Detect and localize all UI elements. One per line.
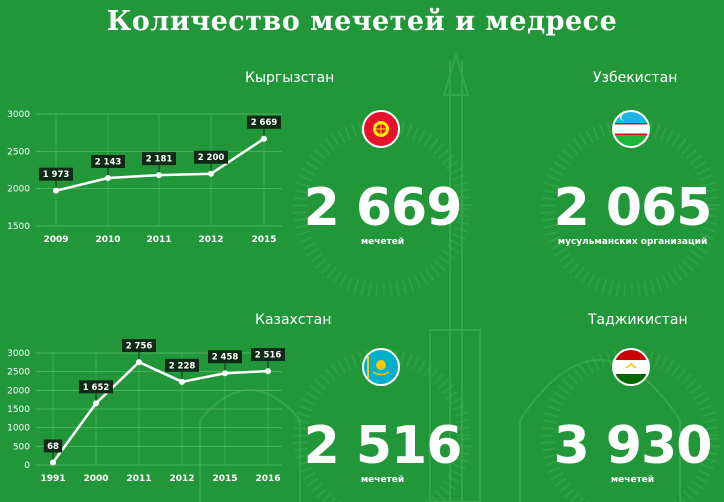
data-point: [136, 359, 142, 366]
x-tick-label: 2011: [126, 474, 151, 484]
uzbekistan-title: Узбекистан: [593, 70, 678, 86]
data-label: 2 228: [169, 361, 196, 371]
data-label-box: [91, 154, 125, 168]
y-tick-label: 0: [24, 461, 30, 471]
kazakhstan-flag-icon: [362, 348, 400, 386]
y-tick-label: 2000: [7, 185, 30, 195]
x-tick-label: 2011: [146, 235, 171, 245]
data-label-box: [122, 339, 156, 353]
x-tick-label: 2010: [95, 235, 120, 245]
data-label-box: [165, 358, 199, 372]
y-tick-label: 2000: [7, 386, 30, 396]
kazakhstan-total-value: 2 516: [303, 416, 463, 476]
data-label: 2 458: [212, 353, 239, 363]
data-label-box: [247, 115, 281, 129]
data-point: [261, 135, 267, 142]
data-point: [105, 174, 111, 181]
data-label-box: [142, 152, 176, 166]
y-tick-label: 1500: [7, 222, 30, 232]
y-tick-label: 3000: [7, 349, 30, 359]
kazakhstan-chart-title: Казахстан: [255, 312, 332, 328]
data-label-box: [39, 167, 73, 181]
page-title: Количество мечетей и медресе: [106, 6, 618, 37]
x-tick-label: 2015: [212, 474, 237, 484]
data-point: [93, 400, 99, 407]
x-tick-label: 2015: [251, 235, 276, 245]
tajikistan-total-value: 3 930: [553, 416, 713, 476]
data-label-box: [79, 380, 113, 394]
kyrgyzstan-total-value: 2 669: [303, 178, 463, 238]
data-label: 2 756: [126, 342, 153, 352]
x-tick-label: 1991: [40, 474, 65, 484]
data-label: 1 652: [83, 383, 110, 393]
kyrgyzstan-chart-title: Кыргызстан: [245, 70, 335, 86]
data-label: 2 200: [198, 153, 225, 163]
data-label: 2 516: [255, 351, 282, 361]
y-tick-label: 500: [13, 442, 30, 452]
data-label-box: [208, 350, 242, 364]
y-tick-label: 2500: [7, 368, 30, 378]
x-tick-label: 2009: [43, 235, 68, 245]
kazakhstan-line-chart: 0 500 1000 1500 2000 2500 3000 1991 2000 2011 2012…: [7, 339, 285, 484]
uzbekistan-flag-icon: [612, 110, 650, 148]
data-label-box: [194, 150, 228, 164]
kyrgyzstan-total-unit: мечетей: [360, 237, 405, 247]
x-tick-label: 2012: [169, 474, 194, 484]
data-point: [208, 170, 214, 177]
kazakhstan-total-unit: мечетей: [360, 475, 405, 485]
data-label-box: [43, 439, 63, 453]
data-label: 68: [47, 442, 59, 452]
kyrgyzstan-flag-icon: [362, 110, 400, 148]
y-tick-label: 1000: [7, 424, 30, 434]
y-tick-label: 1500: [7, 405, 30, 415]
tajikistan-flag-icon: [612, 348, 650, 386]
tajikistan-total-unit: мечетей: [610, 475, 655, 485]
data-point: [265, 368, 271, 375]
kyrgyzstan-line-chart: 1500 2000 2500 3000 2009 2010 2011 2012 2015 1 97…: [7, 110, 282, 245]
x-tick-label: 2000: [83, 474, 108, 484]
data-label: 1 973: [43, 170, 70, 180]
data-point: [179, 378, 185, 385]
data-label: 2 669: [251, 118, 278, 128]
data-point: [222, 370, 228, 377]
data-label: 2 143: [95, 157, 122, 167]
tajikistan-title: Таджикистан: [588, 312, 688, 328]
data-point: [50, 459, 56, 466]
y-tick-label: 2500: [7, 147, 30, 157]
uzbekistan-total-unit: мусульманских организаций: [557, 237, 708, 247]
x-tick-label: 2016: [255, 474, 280, 484]
y-tick-label: 3000: [7, 110, 30, 120]
data-label: 2 181: [146, 155, 173, 165]
data-label-box: [251, 348, 285, 362]
uzbekistan-total-value: 2 065: [553, 178, 713, 238]
series-line: [51, 360, 269, 464]
x-tick-label: 2012: [198, 235, 223, 245]
data-point: [156, 172, 162, 179]
data-point: [53, 187, 59, 194]
